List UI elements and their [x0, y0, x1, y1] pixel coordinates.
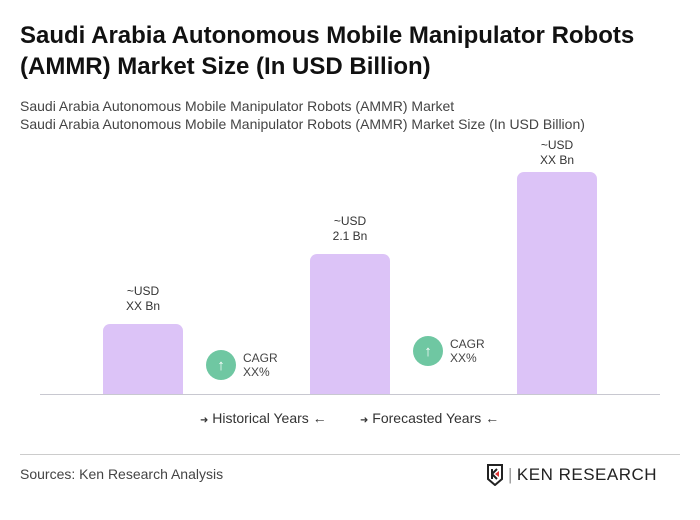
- arrow-right-icon: ➜: [200, 415, 209, 426]
- ken-research-logo: | KEN RESEARCH: [486, 464, 657, 486]
- chart-title: Saudi Arabia Autonomous Mobile Manipulat…: [20, 22, 635, 80]
- x-axis-line: [40, 394, 660, 395]
- arrow-left-icon: ←: [312, 410, 327, 426]
- data-label-1: ~USD XX Bn: [125, 284, 161, 313]
- arrow-up-icon: ↑: [413, 336, 443, 366]
- bar-3: [517, 172, 597, 394]
- bar-2: [310, 254, 390, 394]
- arrow-up-icon: ↑: [206, 350, 236, 380]
- data-label-2: ~USD 2.1 Bn: [332, 214, 368, 243]
- source-note: Sources: Ken Research Analysis: [20, 466, 224, 482]
- legend-forecasted: ➜ Forecasted Years ←: [360, 410, 500, 426]
- subtitle-2: Saudi Arabia Autonomous Mobile Manipulat…: [20, 116, 585, 132]
- bar-1: [103, 324, 183, 394]
- cagr-annotation-2: ↑ CAGR XX%: [413, 336, 485, 366]
- arrow-left-icon: ←: [485, 410, 500, 426]
- arrow-right-icon: ➜: [360, 415, 369, 426]
- footer-divider: [20, 454, 680, 455]
- subtitle: Saudi Arabia Autonomous Mobile Manipulat…: [20, 98, 455, 114]
- data-label-3: ~USD XX Bn: [539, 138, 575, 167]
- logo-icon: [487, 464, 503, 486]
- cagr-annotation-1: ↑ CAGR XX%: [206, 350, 278, 380]
- legend-historical: ➜ Historical Years ←: [200, 410, 327, 426]
